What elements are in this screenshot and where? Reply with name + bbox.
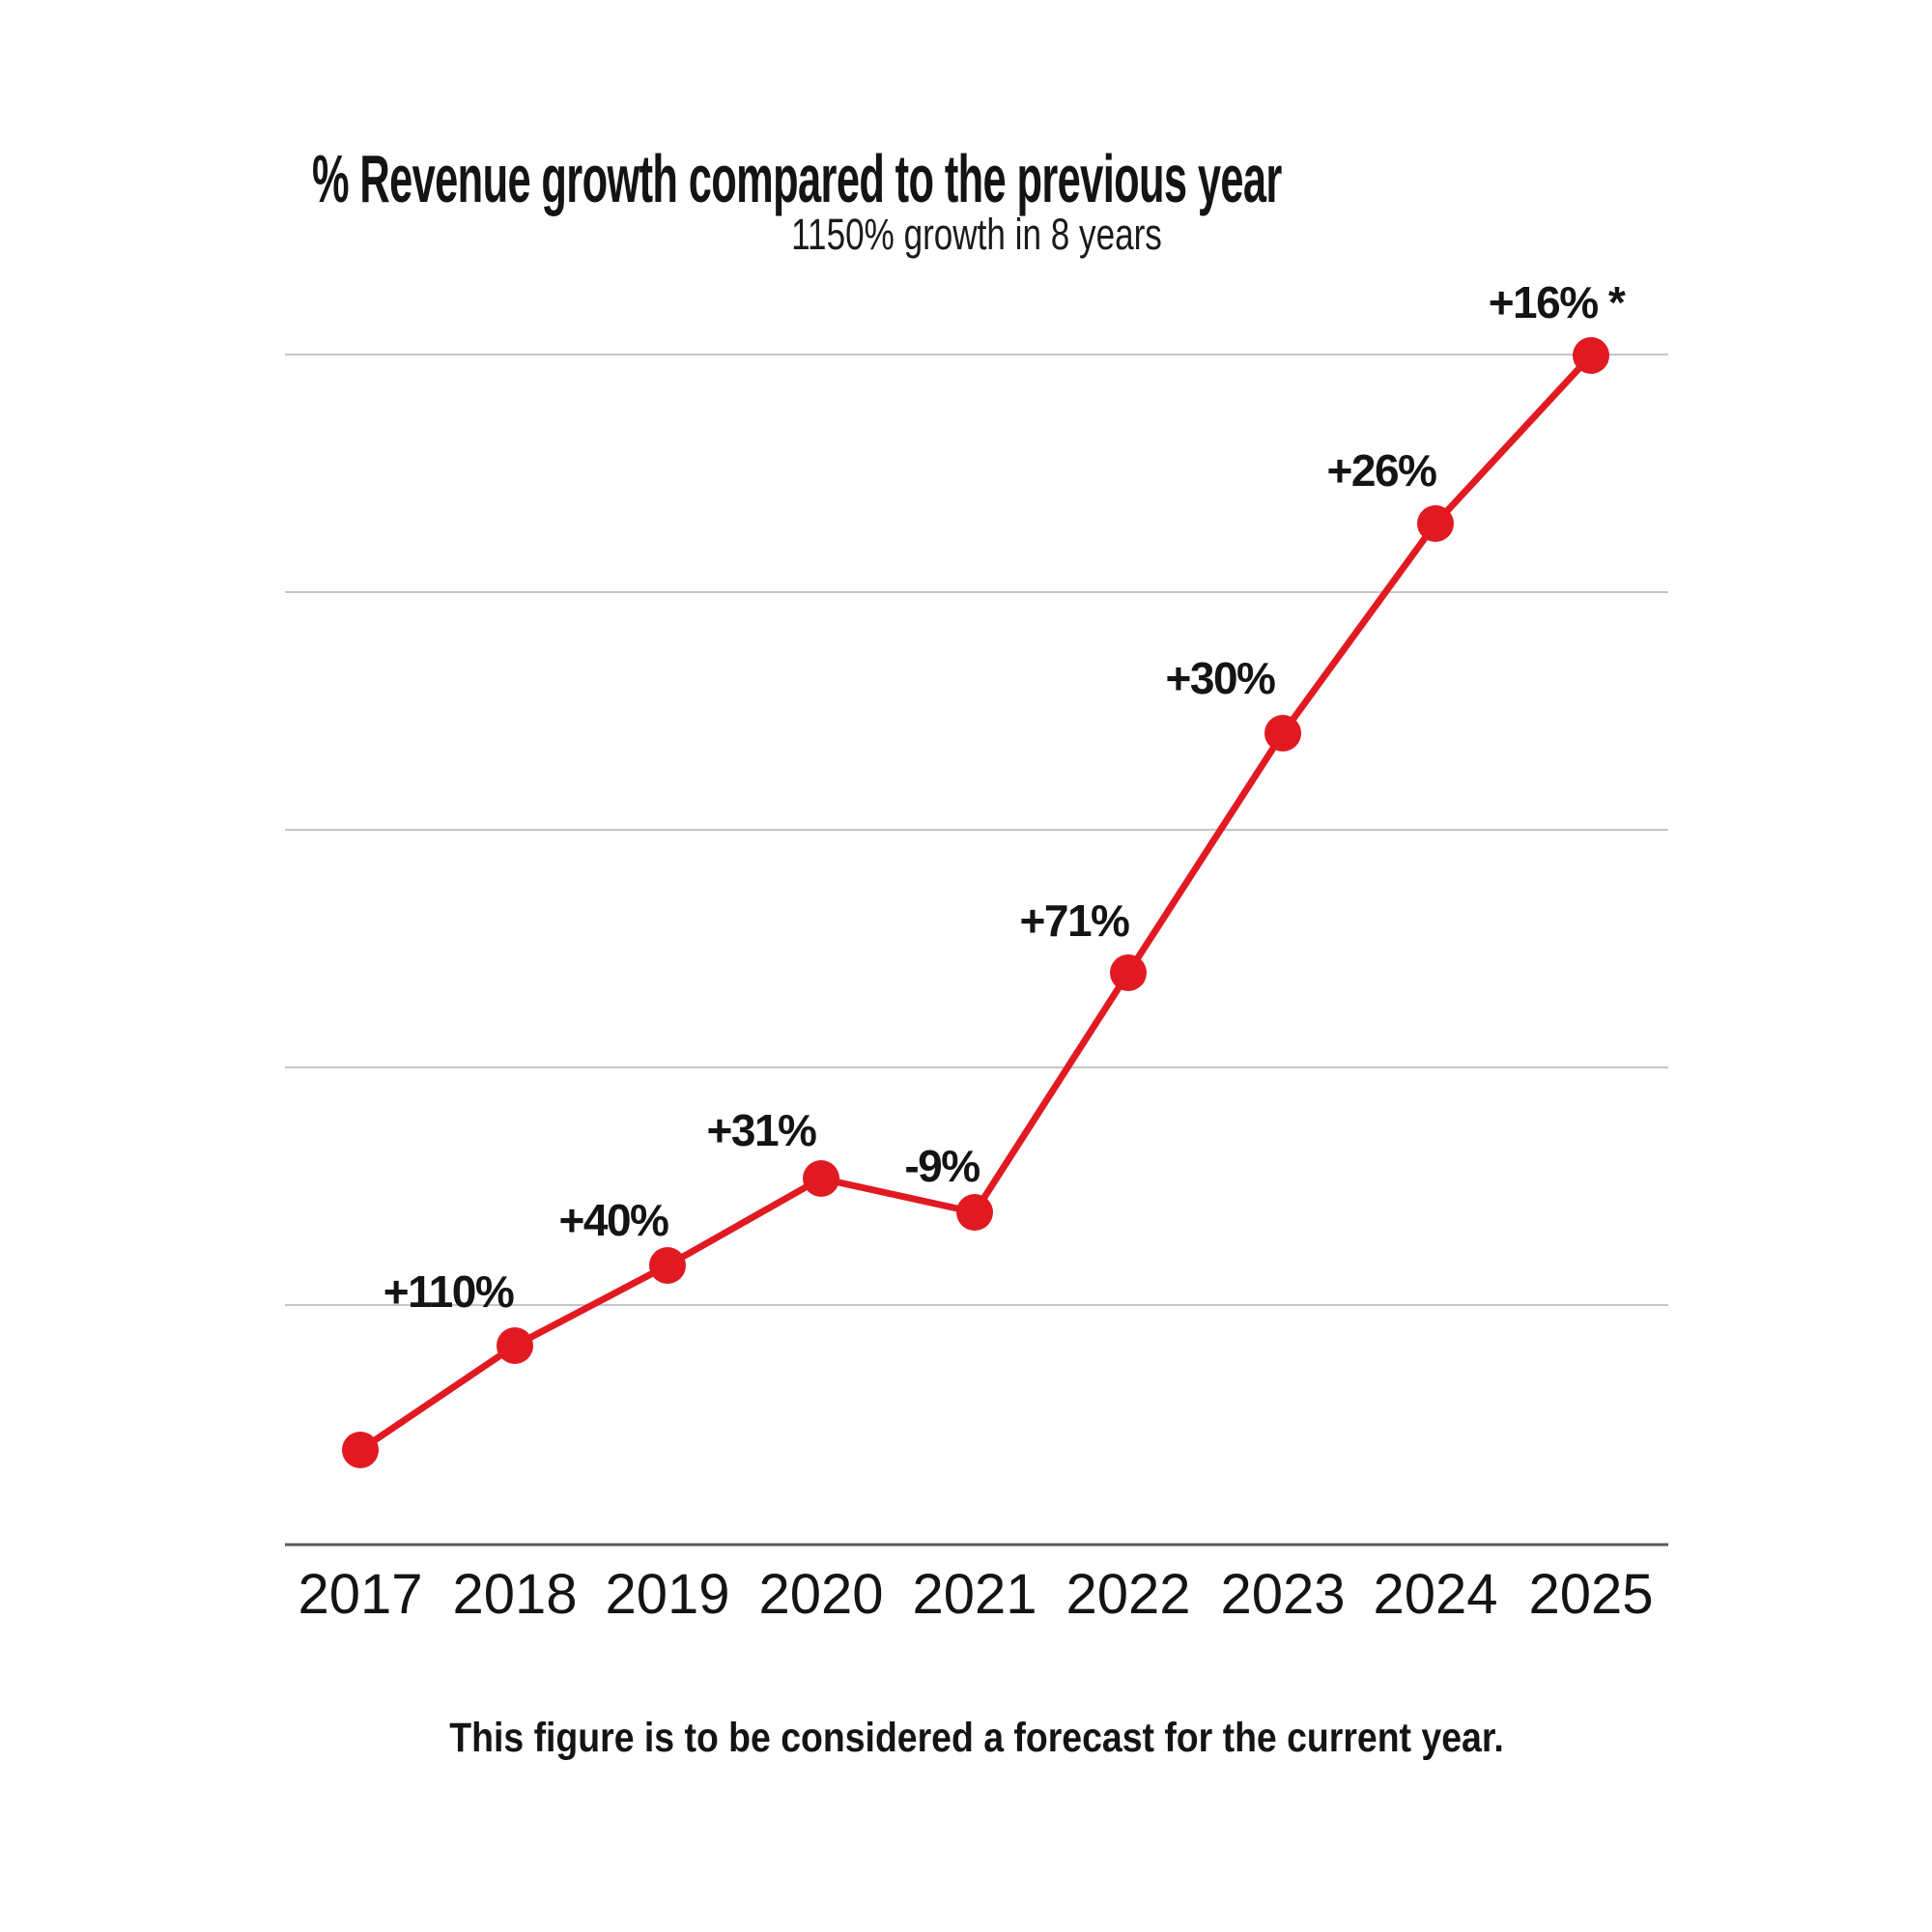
revenue-growth-line [358, 353, 1594, 1453]
year-label-2017: 2017 [298, 1563, 422, 1626]
year-label-2020: 2020 [758, 1563, 883, 1626]
year-label-2025: 2025 [1528, 1563, 1653, 1626]
data-point-2022 [1110, 954, 1147, 991]
data-point-2024 [1417, 505, 1454, 542]
data-point-2017 [342, 1432, 379, 1468]
data-point-2019 [649, 1247, 686, 1284]
data-label-2020: +31% [707, 1105, 817, 1155]
year-label-2022: 2022 [1065, 1563, 1190, 1626]
chart-title: % Revenue growth compared to the previou… [312, 141, 1282, 216]
data-label-2021: -9% [904, 1141, 980, 1191]
year-label-2024: 2024 [1373, 1563, 1497, 1626]
data-point-2023 [1264, 715, 1301, 752]
data-point-2018 [497, 1327, 533, 1364]
data-point-2025 [1573, 337, 1609, 374]
year-label-2021: 2021 [912, 1563, 1037, 1626]
data-label-2022: +71% [1020, 895, 1130, 946]
data-label-2018: +110% [384, 1266, 514, 1317]
data-label-2023: +30% [1166, 653, 1276, 703]
data-label-2025: +16% * [1489, 277, 1626, 327]
data-label-2019: +40% [559, 1195, 669, 1245]
year-label-2018: 2018 [452, 1563, 577, 1626]
data-label-2024: +26% [1327, 445, 1437, 496]
data-point-2021 [956, 1194, 993, 1231]
year-label-2019: 2019 [605, 1563, 729, 1626]
year-label-2023: 2023 [1220, 1563, 1345, 1626]
forecast-footnote: This figure is to be considered a foreca… [449, 1715, 1504, 1761]
data-point-2020 [803, 1160, 839, 1197]
chart-subtitle: 1150% growth in 8 years [791, 210, 1162, 259]
